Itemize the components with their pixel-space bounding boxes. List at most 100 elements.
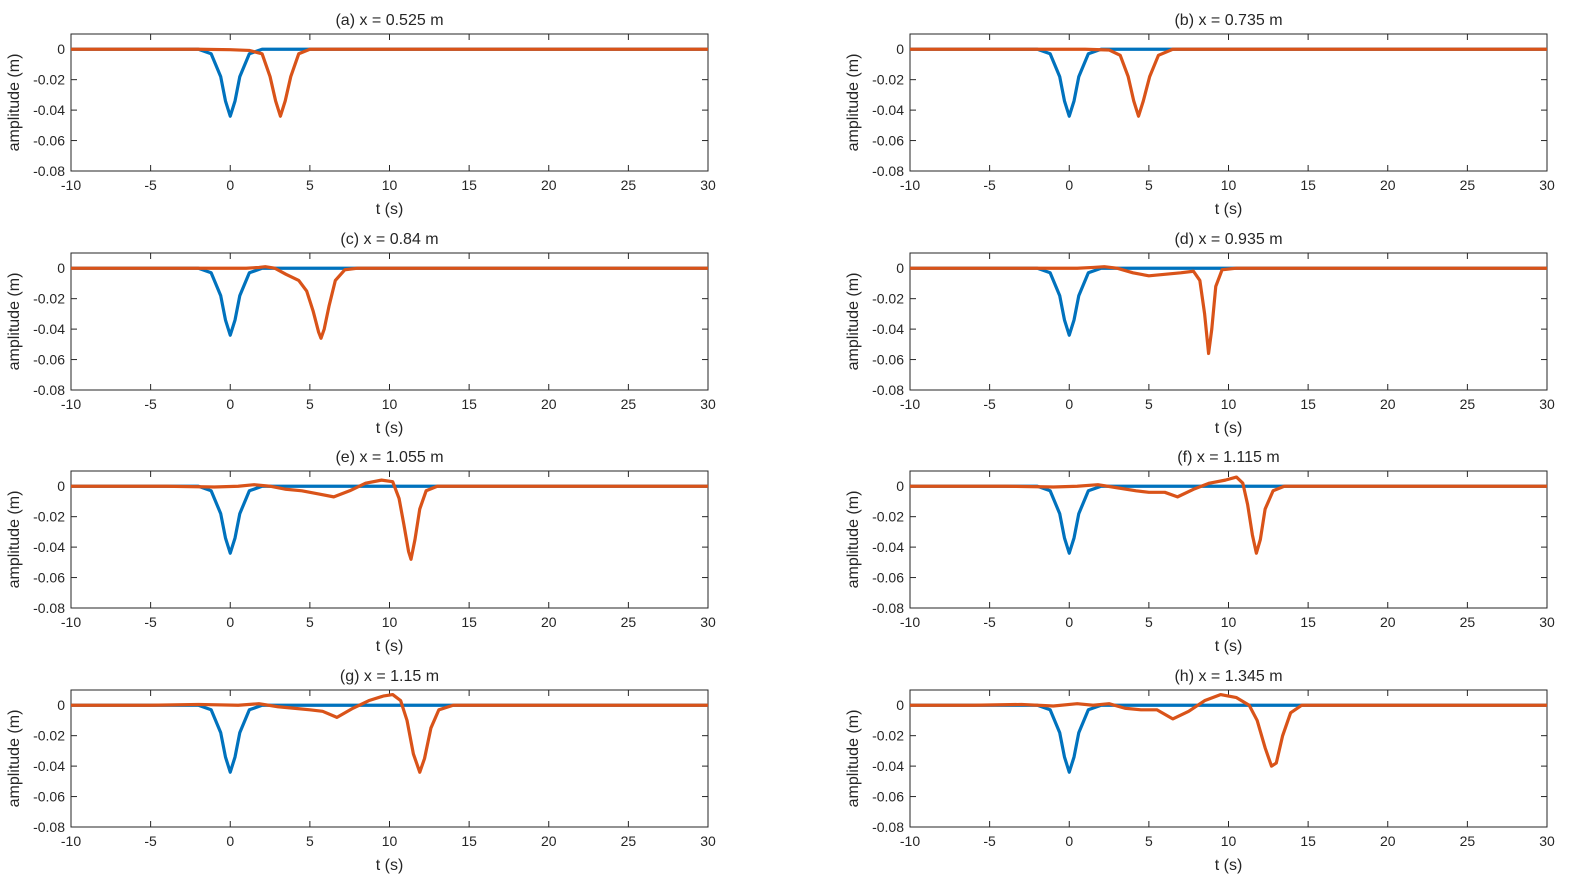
x-tick-label: 10 xyxy=(382,614,398,630)
x-tick-label: 0 xyxy=(1065,396,1073,412)
x-tick-label: -5 xyxy=(144,396,157,412)
x-tick-label: 15 xyxy=(1300,833,1316,849)
x-axis-label: t (s) xyxy=(1215,638,1243,655)
x-tick-label: 20 xyxy=(541,614,557,630)
x-tick-label: 5 xyxy=(306,614,314,630)
x-tick-label: -10 xyxy=(61,177,81,193)
x-tick-label: 0 xyxy=(1065,614,1073,630)
x-tick-label: -10 xyxy=(900,833,920,849)
y-tick-label: 0 xyxy=(57,260,65,276)
x-axis-label: t (s) xyxy=(1215,201,1243,218)
series-line-blue xyxy=(71,484,708,555)
series-line-orange xyxy=(910,475,1547,555)
y-tick-label: 0 xyxy=(57,41,65,57)
y-tick-label: -0.04 xyxy=(872,539,904,555)
y-tick-label: -0.08 xyxy=(33,819,65,835)
y-tick-label: -0.06 xyxy=(33,789,65,805)
x-tick-label: 30 xyxy=(700,833,716,849)
y-tick-label: -0.08 xyxy=(872,382,904,398)
x-tick-label: -10 xyxy=(900,614,920,630)
y-tick-label: 0 xyxy=(896,260,904,276)
x-tick-label: 30 xyxy=(700,177,716,193)
x-tick-label: 10 xyxy=(382,833,398,849)
y-axis-label: amplitude (m) xyxy=(845,491,862,589)
y-tick-label: -0.02 xyxy=(33,509,65,525)
subplot-title: (e) x = 1.055 m xyxy=(335,449,443,466)
x-tick-label: 25 xyxy=(621,614,637,630)
x-tick-label: 5 xyxy=(306,177,314,193)
x-tick-label: 15 xyxy=(1300,396,1316,412)
y-tick-label: -0.06 xyxy=(872,570,904,586)
y-tick-label: -0.06 xyxy=(33,133,65,149)
x-tick-label: 10 xyxy=(1221,177,1237,193)
x-tick-label: -5 xyxy=(983,177,996,193)
x-tick-label: -5 xyxy=(983,396,996,412)
x-tick-label: -5 xyxy=(144,614,157,630)
y-tick-label: -0.04 xyxy=(33,758,65,774)
series-line-orange xyxy=(910,692,1547,768)
x-tick-label: 0 xyxy=(226,614,234,630)
series-line-blue xyxy=(910,703,1547,774)
x-tick-label: 30 xyxy=(1539,396,1555,412)
y-tick-label: -0.06 xyxy=(872,352,904,368)
x-tick-label: 30 xyxy=(1539,177,1555,193)
x-axis-label: t (s) xyxy=(1215,857,1243,874)
axes-box xyxy=(909,252,1548,391)
x-tick-label: 0 xyxy=(1065,833,1073,849)
y-tick-label: -0.04 xyxy=(33,102,65,118)
subplot-title: (f) x = 1.115 m xyxy=(1177,449,1279,466)
x-tick-label: 25 xyxy=(1460,833,1476,849)
x-tick-label: 25 xyxy=(621,177,637,193)
subplot-d: -10 -5 0 5 10 15 20 25 30 0 -0.02 -0.04 -0.06 -0.08 (d… xyxy=(845,231,1555,437)
y-tick-label: -0.04 xyxy=(872,321,904,337)
y-tick-label: -0.04 xyxy=(872,758,904,774)
x-tick-label: 30 xyxy=(1539,614,1555,630)
y-tick-label: -0.08 xyxy=(33,163,65,179)
x-tick-label: 5 xyxy=(1145,177,1153,193)
y-tick-label: -0.04 xyxy=(872,102,904,118)
x-tick-label: 20 xyxy=(1380,833,1396,849)
x-tick-label: 0 xyxy=(226,833,234,849)
x-tick-label: 0 xyxy=(226,396,234,412)
x-tick-label: -5 xyxy=(983,614,996,630)
x-tick-label: 15 xyxy=(461,833,477,849)
x-tick-label: -10 xyxy=(900,177,920,193)
x-tick-label: -10 xyxy=(61,614,81,630)
subplot-e: -10 -5 0 5 10 15 20 25 30 0 -0.02 -0.04 -0.06 -0.08 (e… xyxy=(6,449,716,655)
subplot-title: (a) x = 0.525 m xyxy=(335,12,443,29)
y-tick-label: -0.06 xyxy=(872,133,904,149)
y-tick-label: -0.06 xyxy=(33,352,65,368)
series-line-blue xyxy=(910,484,1547,555)
series-line-blue xyxy=(71,266,708,337)
series-line-orange xyxy=(910,47,1547,118)
series-line-orange xyxy=(71,478,708,561)
y-axis-label: amplitude (m) xyxy=(6,54,23,152)
x-axis-label: t (s) xyxy=(376,857,404,874)
x-tick-label: 0 xyxy=(226,177,234,193)
y-tick-label: -0.06 xyxy=(33,570,65,586)
x-axis-label: t (s) xyxy=(376,638,404,655)
x-tick-label: 10 xyxy=(1221,833,1237,849)
subplot-f: -10 -5 0 5 10 15 20 25 30 0 -0.02 -0.04 -0.06 -0.08 (f… xyxy=(845,449,1555,655)
y-tick-label: 0 xyxy=(896,697,904,713)
y-tick-label: -0.02 xyxy=(33,728,65,744)
y-tick-label: 0 xyxy=(57,478,65,494)
x-tick-label: 5 xyxy=(1145,614,1153,630)
x-tick-label: 30 xyxy=(1539,833,1555,849)
y-tick-label: -0.02 xyxy=(872,509,904,525)
x-tick-label: 10 xyxy=(382,396,398,412)
x-tick-label: 20 xyxy=(541,396,557,412)
x-tick-label: 30 xyxy=(700,396,716,412)
x-tick-label: -10 xyxy=(61,396,81,412)
series-line-orange xyxy=(71,265,708,340)
axes-box xyxy=(909,33,1548,172)
subplot-g: -10 -5 0 5 10 15 20 25 30 0 -0.02 -0.04 -0.06 -0.08 (g… xyxy=(6,668,716,874)
x-tick-label: -10 xyxy=(61,833,81,849)
x-tick-label: 15 xyxy=(461,177,477,193)
x-tick-label: 0 xyxy=(1065,177,1073,193)
y-tick-label: -0.02 xyxy=(33,291,65,307)
x-tick-label: 15 xyxy=(461,614,477,630)
x-tick-label: 15 xyxy=(1300,614,1316,630)
x-tick-label: 20 xyxy=(1380,614,1396,630)
